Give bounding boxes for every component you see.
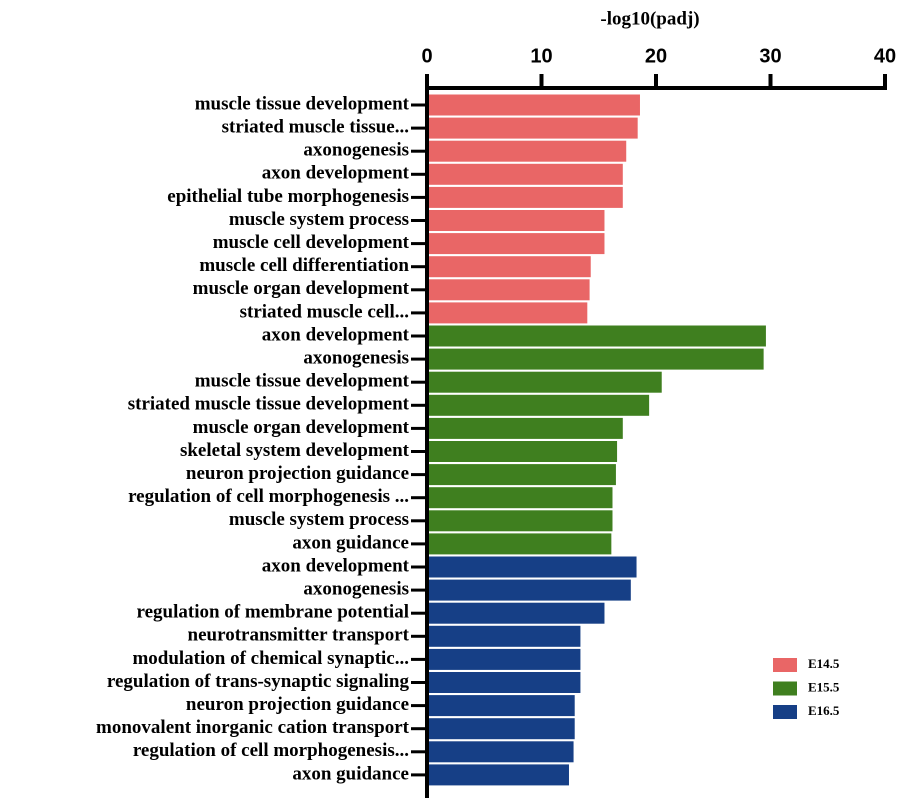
bar bbox=[429, 764, 569, 785]
bar bbox=[429, 118, 638, 139]
bar bbox=[429, 557, 637, 578]
bar bbox=[429, 210, 604, 231]
bar bbox=[429, 672, 580, 693]
bar bbox=[429, 256, 591, 277]
legend-label: E16.5 bbox=[808, 703, 840, 718]
bar bbox=[429, 718, 575, 739]
y-tick-label: neuron projection guidance bbox=[186, 694, 409, 715]
y-tick-label: muscle cell differentiation bbox=[199, 255, 409, 276]
y-tick-label: regulation of cell morphogenesis ... bbox=[128, 486, 409, 507]
bar bbox=[429, 372, 662, 393]
bar bbox=[429, 141, 626, 162]
bar bbox=[429, 418, 623, 439]
y-tick-label: axon development bbox=[262, 163, 410, 184]
y-tick-label: regulation of membrane potential bbox=[137, 602, 410, 623]
y-tick-label: neurotransmitter transport bbox=[188, 625, 410, 646]
bar bbox=[429, 464, 616, 485]
x-tick-label: 40 bbox=[874, 45, 896, 67]
bar bbox=[429, 533, 611, 554]
bar bbox=[429, 395, 649, 416]
y-tick-label: muscle organ development bbox=[193, 417, 410, 438]
y-tick-label: axon development bbox=[262, 555, 410, 576]
bar bbox=[429, 95, 640, 116]
bar bbox=[429, 626, 580, 647]
bar bbox=[429, 510, 612, 531]
y-tick-label: muscle tissue development bbox=[195, 371, 410, 392]
y-tick-label: striated muscle cell... bbox=[240, 301, 409, 322]
y-tick-label: skeletal system development bbox=[180, 440, 410, 461]
y-tick-label: epithelial tube morphogenesis bbox=[167, 186, 409, 207]
y-tick-label: neuron projection guidance bbox=[186, 463, 409, 484]
legend-swatch bbox=[773, 658, 797, 672]
x-tick-label: 30 bbox=[759, 45, 781, 67]
bar bbox=[429, 695, 575, 716]
y-tick-label: muscle organ development bbox=[193, 278, 410, 299]
bar bbox=[429, 279, 590, 300]
bar bbox=[429, 741, 574, 762]
legend-label: E14.5 bbox=[808, 656, 840, 671]
bar bbox=[429, 187, 623, 208]
bar bbox=[429, 603, 604, 624]
y-tick-label: axonogenesis bbox=[303, 140, 409, 161]
y-tick-label: axon development bbox=[262, 324, 410, 345]
y-tick-label: muscle cell development bbox=[213, 232, 410, 253]
bar bbox=[429, 302, 587, 323]
chart: -log10(padj) 0 10 20 30 40 muscle tissue deve… bbox=[0, 0, 898, 798]
bar bbox=[429, 580, 631, 601]
y-tick-label: modulation of chemical synaptic... bbox=[132, 648, 409, 669]
y-tick-label: regulation of cell morphogenesis... bbox=[133, 740, 409, 761]
y-tick-label: monovalent inorganic cation transport bbox=[96, 717, 410, 738]
bar bbox=[429, 649, 580, 670]
bar bbox=[429, 487, 612, 508]
legend-label: E15.5 bbox=[808, 679, 840, 694]
legend-swatch bbox=[773, 682, 797, 696]
bar bbox=[429, 164, 623, 185]
axis-title: -log10(padj) bbox=[600, 8, 699, 29]
legend-swatch bbox=[773, 705, 797, 719]
x-tick-label: 10 bbox=[530, 45, 552, 67]
x-tick-label: 0 bbox=[421, 45, 432, 67]
y-tick-label: regulation of trans-synaptic signaling bbox=[107, 671, 410, 692]
y-tick-label: muscle tissue development bbox=[195, 93, 410, 114]
x-tick-label: 20 bbox=[645, 45, 667, 67]
y-tick-label: axonogenesis bbox=[303, 347, 409, 368]
y-tick-label: striated muscle tissue development bbox=[128, 394, 410, 415]
y-tick-label: axonogenesis bbox=[303, 578, 409, 599]
bar bbox=[429, 441, 617, 462]
bar bbox=[429, 326, 766, 347]
y-tick-label: axon guidance bbox=[292, 763, 409, 784]
y-tick-label: striated muscle tissue... bbox=[222, 116, 409, 137]
y-tick-label: muscle system process bbox=[229, 209, 409, 230]
y-tick-label: axon guidance bbox=[292, 532, 409, 553]
bar bbox=[429, 349, 764, 370]
bar bbox=[429, 233, 604, 254]
y-tick-label: muscle system process bbox=[229, 509, 409, 530]
